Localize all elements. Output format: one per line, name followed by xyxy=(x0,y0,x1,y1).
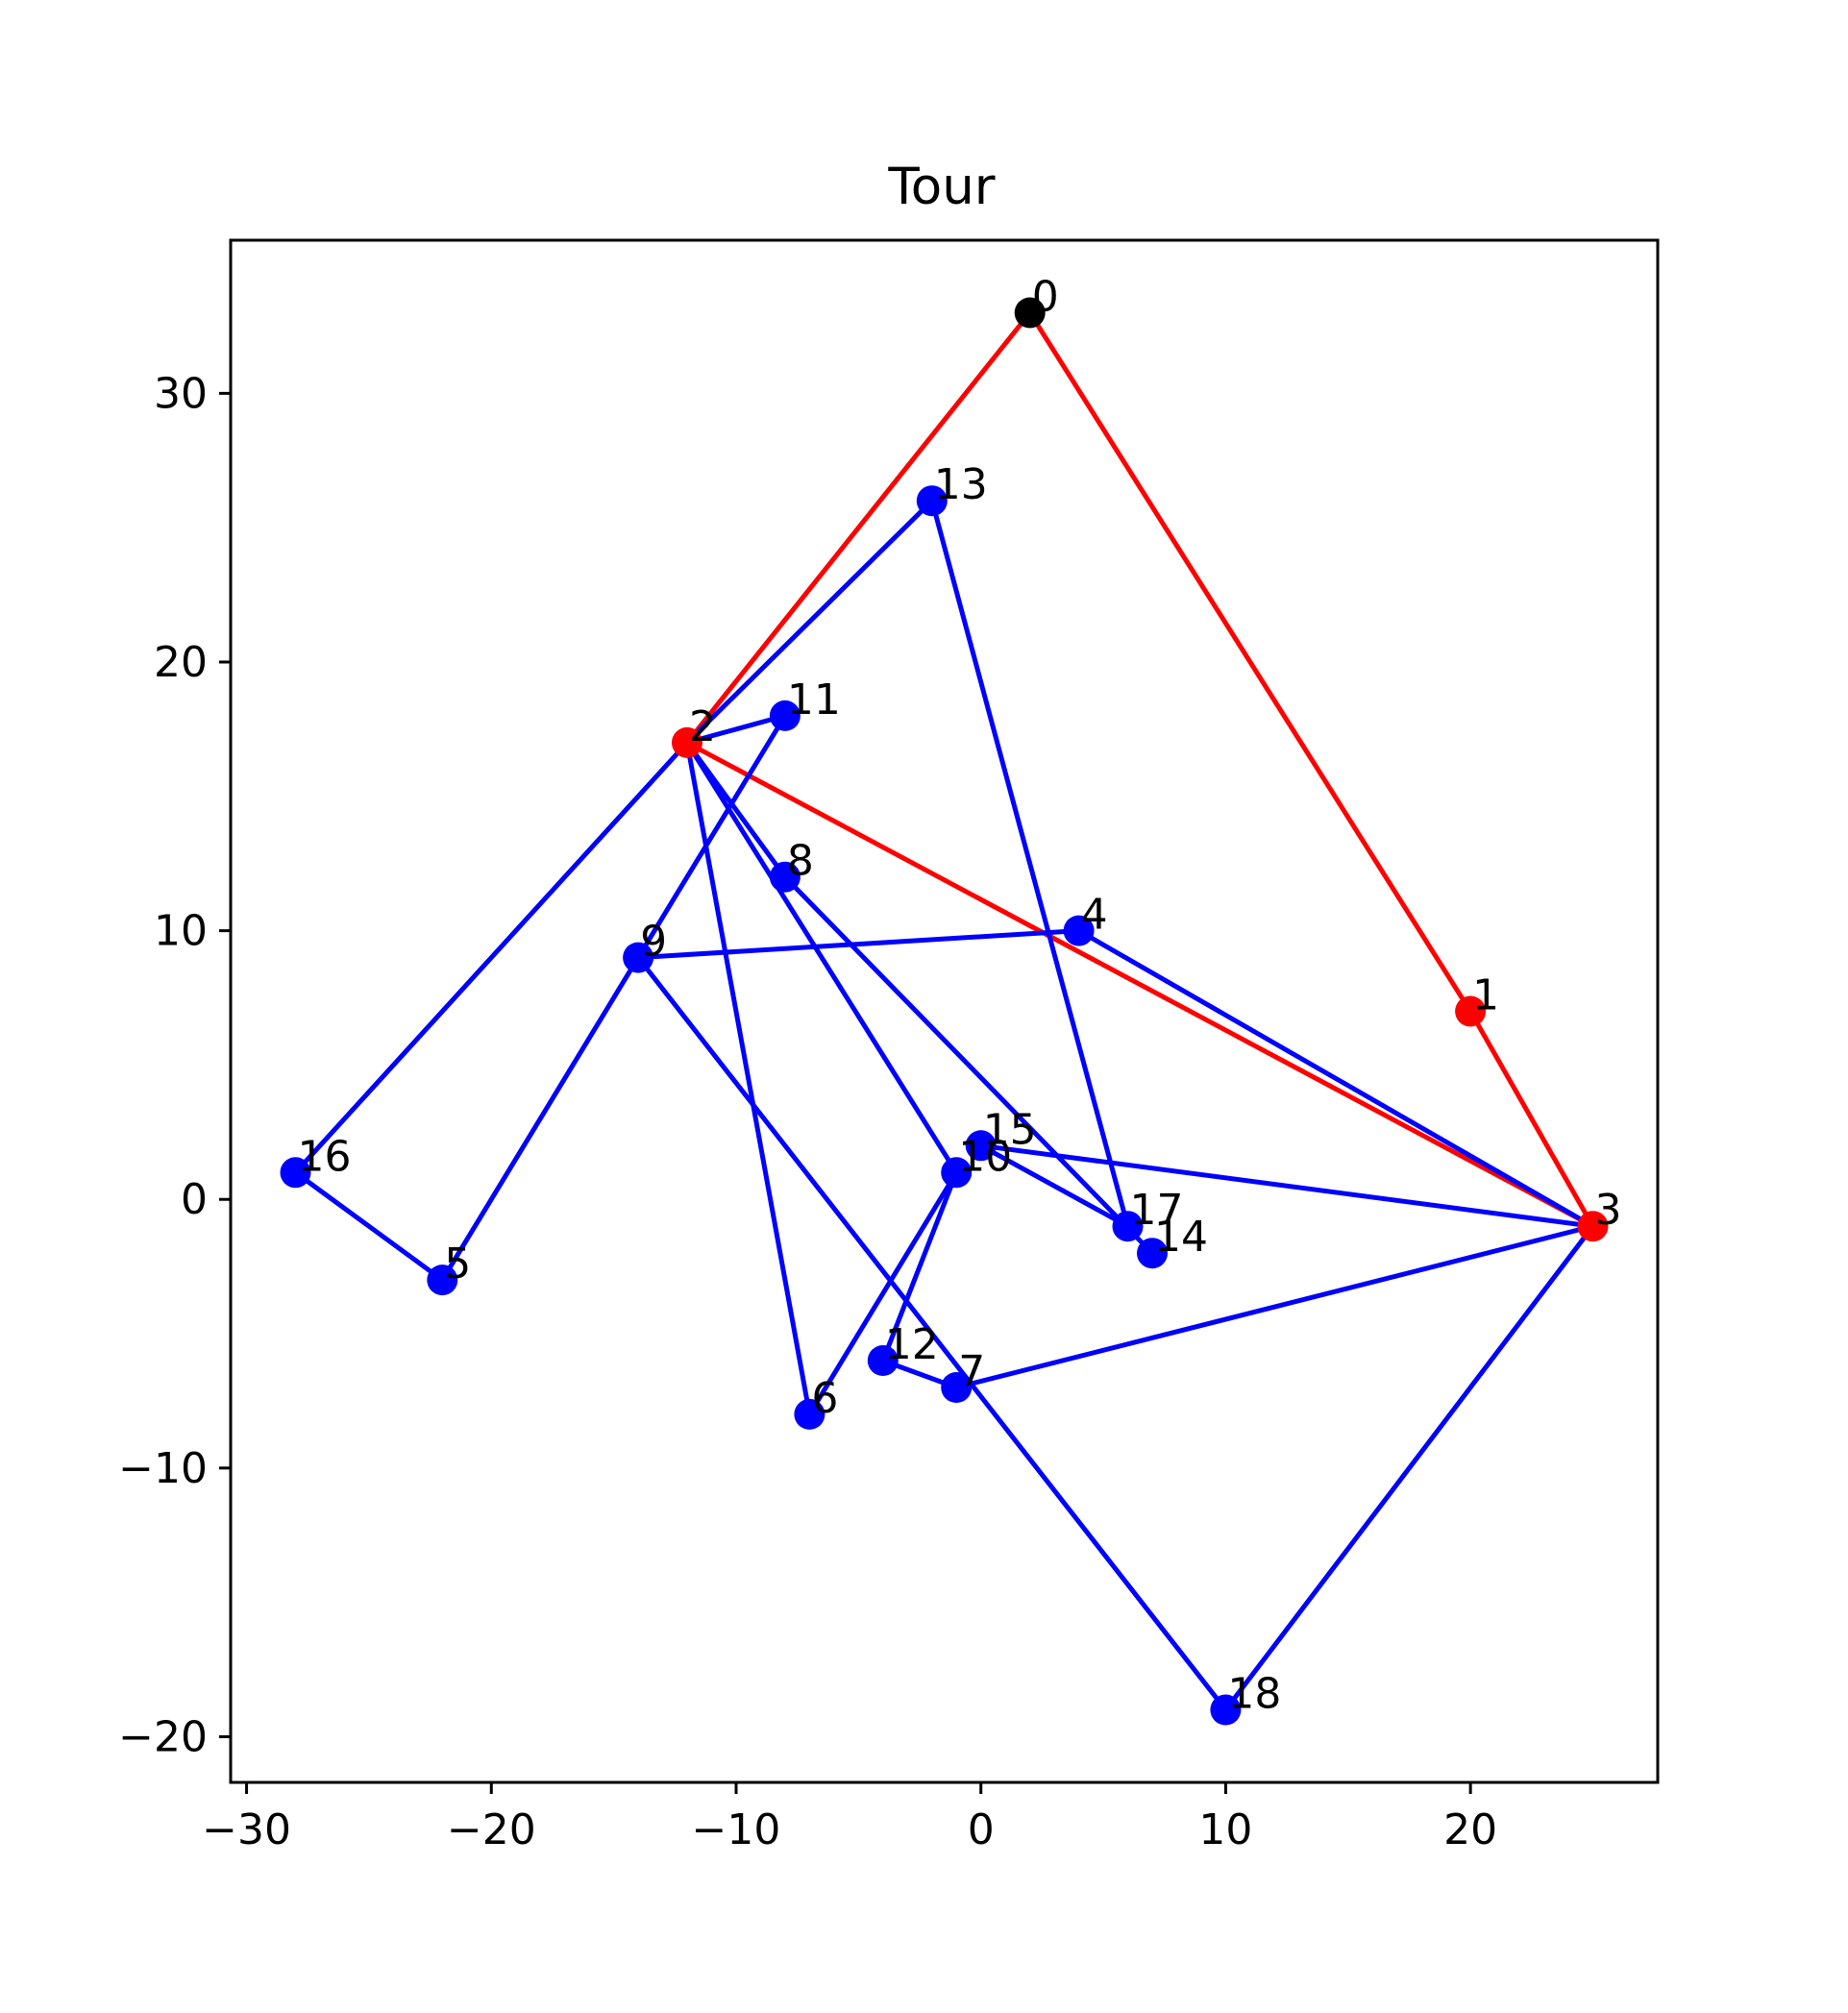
node-point-5 xyxy=(427,1264,458,1296)
node-label-1: 1 xyxy=(1472,971,1499,1020)
node-label-13: 13 xyxy=(934,460,988,509)
node-label-2: 2 xyxy=(689,702,716,751)
x-tick-label: −20 xyxy=(447,1805,536,1854)
x-tick-label: 0 xyxy=(968,1805,995,1854)
node-point-9 xyxy=(623,942,654,973)
y-axis: −20 −10 0 10 20 30 xyxy=(118,369,231,1761)
node-label-15: 15 xyxy=(983,1105,1037,1154)
node-point-2 xyxy=(672,726,702,758)
route-line-0 xyxy=(684,310,1595,1229)
plot-frame xyxy=(229,238,1660,1784)
node-label-0: 0 xyxy=(1032,273,1059,322)
y-tick-label: −10 xyxy=(118,1444,208,1493)
node-label-8: 8 xyxy=(787,837,814,886)
x-tick-label: 10 xyxy=(1198,1805,1252,1854)
node-point-16 xyxy=(280,1157,311,1189)
node-point-13 xyxy=(916,485,948,517)
node-point-15 xyxy=(965,1130,997,1162)
routes-layer xyxy=(293,310,1595,1712)
node-point-18 xyxy=(1210,1694,1242,1726)
node-label-9: 9 xyxy=(640,918,667,967)
node-label-18: 18 xyxy=(1227,1670,1281,1719)
node-point-11 xyxy=(769,700,801,731)
route-line-2 xyxy=(293,713,959,1417)
node-label-12: 12 xyxy=(885,1320,939,1369)
node-label-10: 10 xyxy=(958,1132,1012,1181)
node-point-12 xyxy=(867,1345,899,1376)
node-point-8 xyxy=(769,861,801,893)
node-label-5: 5 xyxy=(444,1240,471,1289)
node-point-6 xyxy=(794,1398,825,1430)
route-line-1 xyxy=(635,498,1595,1712)
x-axis: −30 −20 −10 0 10 20 xyxy=(202,1782,1497,1854)
y-tick-label: 20 xyxy=(154,638,208,687)
node-label-17: 17 xyxy=(1130,1186,1184,1235)
node-point-1 xyxy=(1455,995,1487,1027)
y-tick-label: 10 xyxy=(154,907,208,956)
node-point-0 xyxy=(1014,297,1046,329)
node-point-4 xyxy=(1063,915,1095,946)
x-tick-label: −30 xyxy=(202,1805,291,1854)
node-label-7: 7 xyxy=(958,1347,985,1396)
chart-title: Tour xyxy=(887,158,995,216)
node-label-14: 14 xyxy=(1154,1213,1208,1262)
node-label-11: 11 xyxy=(787,675,841,724)
y-tick-label: −20 xyxy=(118,1712,208,1761)
x-tick-label: −10 xyxy=(692,1805,781,1854)
node-point-14 xyxy=(1137,1238,1168,1269)
node-point-10 xyxy=(941,1157,973,1189)
node-label-3: 3 xyxy=(1595,1186,1622,1235)
node-label-6: 6 xyxy=(811,1374,838,1423)
points-layer xyxy=(280,297,1609,1726)
y-tick-label: 30 xyxy=(154,369,208,418)
node-point-17 xyxy=(1112,1211,1144,1242)
node-label-4: 4 xyxy=(1081,891,1108,940)
node-point-7 xyxy=(941,1372,973,1403)
y-tick-label: 0 xyxy=(181,1175,208,1224)
x-tick-label: 20 xyxy=(1443,1805,1497,1854)
node-point-3 xyxy=(1577,1211,1609,1242)
node-label-16: 16 xyxy=(298,1132,352,1181)
